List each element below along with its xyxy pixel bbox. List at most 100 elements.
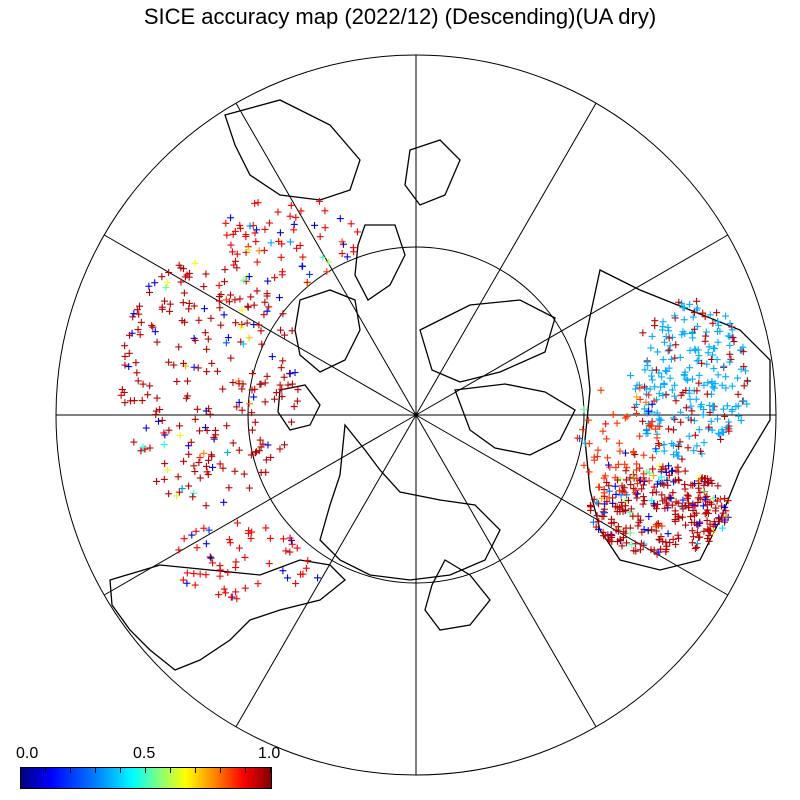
station-marker — [657, 383, 665, 391]
station-marker — [678, 331, 686, 339]
station-marker — [222, 296, 230, 304]
station-marker — [142, 424, 150, 432]
station-marker — [649, 489, 657, 497]
station-marker — [713, 328, 721, 336]
station-marker — [136, 331, 144, 339]
station-marker — [162, 284, 170, 292]
station-marker — [232, 558, 240, 566]
station-marker — [181, 318, 189, 326]
station-marker — [235, 398, 243, 406]
station-marker — [638, 528, 646, 536]
station-marker — [605, 494, 613, 502]
station-marker — [161, 297, 169, 305]
station-marker — [648, 376, 656, 384]
station-marker — [216, 304, 224, 312]
station-marker — [688, 527, 696, 535]
colorbar-tick — [20, 767, 21, 773]
station-marker — [206, 410, 214, 418]
station-marker — [304, 557, 312, 565]
station-marker — [652, 488, 660, 496]
station-marker — [190, 489, 198, 497]
station-marker — [600, 489, 608, 497]
station-marker — [166, 300, 174, 308]
station-marker — [718, 381, 726, 389]
station-marker — [232, 319, 240, 327]
station-marker — [209, 559, 217, 567]
colorbar-tick — [95, 767, 96, 773]
station-marker — [693, 442, 701, 450]
station-marker — [252, 449, 260, 457]
station-marker — [292, 213, 300, 221]
station-marker — [254, 199, 262, 207]
station-marker — [679, 328, 687, 336]
station-marker — [156, 406, 164, 414]
station-marker — [703, 360, 711, 368]
station-marker — [161, 460, 169, 468]
station-marker — [290, 403, 298, 411]
coastline — [277, 384, 321, 431]
station-marker — [659, 463, 667, 471]
station-marker — [175, 261, 183, 269]
station-marker — [217, 321, 225, 329]
station-marker — [187, 438, 195, 446]
coastline — [454, 383, 576, 456]
station-marker — [165, 426, 173, 434]
colorbar-gradient — [20, 767, 272, 789]
station-marker — [297, 570, 305, 578]
station-marker — [670, 426, 678, 434]
station-marker — [691, 345, 699, 353]
station-marker — [586, 502, 594, 510]
station-marker — [599, 427, 607, 435]
station-marker — [293, 544, 301, 552]
station-marker — [648, 332, 656, 340]
station-marker — [691, 544, 699, 552]
station-marker — [636, 395, 644, 403]
station-marker — [614, 538, 622, 546]
station-marker — [227, 214, 235, 222]
station-marker — [196, 570, 204, 578]
station-marker — [202, 540, 210, 548]
station-marker — [183, 569, 191, 577]
station-marker — [690, 447, 698, 455]
station-marker — [279, 535, 287, 543]
station-marker — [303, 278, 311, 286]
station-marker — [648, 526, 656, 534]
station-marker — [693, 322, 701, 330]
station-marker — [202, 462, 210, 470]
station-marker — [145, 288, 153, 296]
station-marker — [659, 497, 667, 505]
station-marker — [287, 418, 295, 426]
station-marker — [164, 466, 172, 474]
station-marker — [659, 318, 667, 326]
station-marker — [245, 484, 253, 492]
station-marker — [688, 518, 696, 526]
station-marker — [191, 415, 199, 423]
station-marker — [182, 394, 190, 402]
station-marker — [238, 406, 246, 414]
station-marker — [225, 484, 233, 492]
station-marker — [278, 393, 286, 401]
station-marker — [632, 547, 640, 555]
station-marker — [623, 539, 631, 547]
station-marker — [640, 476, 648, 484]
station-marker — [667, 494, 675, 502]
station-marker — [665, 334, 673, 342]
station-marker — [179, 299, 187, 307]
station-marker — [726, 341, 734, 349]
station-marker — [208, 359, 216, 367]
station-marker — [672, 341, 680, 349]
station-marker — [265, 303, 273, 311]
station-marker — [726, 333, 734, 341]
station-marker — [299, 253, 307, 261]
station-marker — [703, 390, 711, 398]
station-marker — [222, 589, 230, 597]
station-marker — [700, 381, 708, 389]
station-marker — [724, 332, 732, 340]
colorbar-tick — [220, 767, 221, 773]
station-marker — [698, 359, 706, 367]
station-marker — [227, 354, 235, 362]
station-marker — [134, 377, 142, 385]
station-marker — [653, 505, 661, 513]
station-marker — [170, 361, 178, 369]
station-marker — [703, 516, 711, 524]
